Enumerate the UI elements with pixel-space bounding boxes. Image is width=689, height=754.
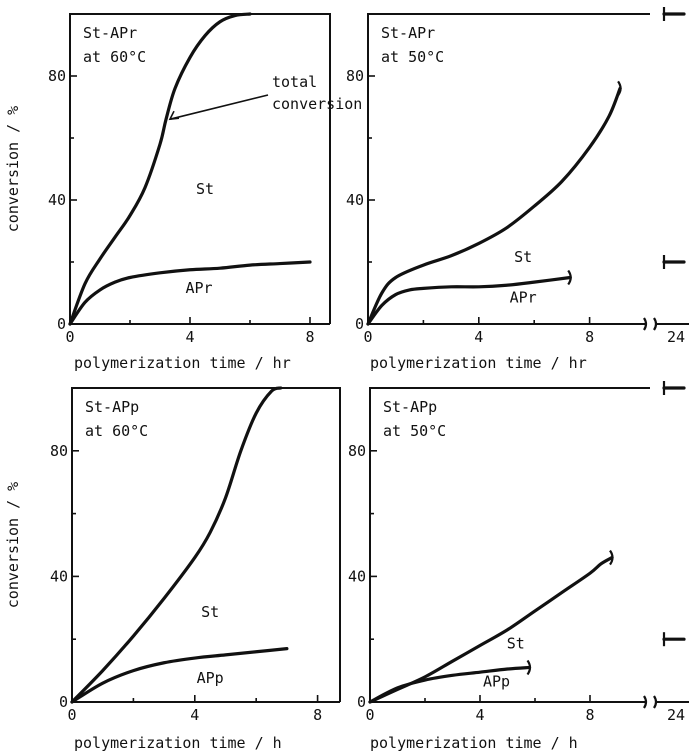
series-break-mark <box>617 80 622 97</box>
annotation-arrow <box>169 94 269 120</box>
panel-label-line: at 50°C <box>383 422 446 440</box>
annotation-line: total <box>272 73 317 91</box>
series-label-apr: APr <box>510 288 537 306</box>
x-tick-label: 8 <box>313 706 322 724</box>
x-tick-label: 4 <box>474 328 483 346</box>
x-tick-label: 0 <box>365 706 374 724</box>
y-tick-label: 40 <box>346 191 364 209</box>
x-tick-label: 4 <box>185 328 194 346</box>
y-tick-label: 40 <box>50 567 68 585</box>
x-tick-label: 0 <box>363 328 372 346</box>
y-tick-label: 0 <box>357 693 366 711</box>
series-line-apr <box>366 275 572 326</box>
panel-label-line: St-APr <box>381 24 435 42</box>
x-tick-label-24: 24 <box>667 328 685 346</box>
y-tick-label: 80 <box>348 442 366 460</box>
panel-label-line: St-APr <box>83 24 137 42</box>
x-axis-label: polymerization time / h <box>370 734 578 752</box>
x-tick-label: 0 <box>65 328 74 346</box>
panel-label-line: at 60°C <box>85 422 148 440</box>
y-tick-label: 0 <box>59 693 68 711</box>
y-tick-label: 40 <box>348 567 366 585</box>
series-line-st <box>70 386 283 704</box>
series-label-apr: APr <box>185 279 212 297</box>
axis-break-mark <box>643 695 648 709</box>
x-tick-label: 8 <box>305 328 314 346</box>
series-break-mark <box>526 659 532 676</box>
series-label-st: St <box>196 180 214 198</box>
annotation-line: conversion <box>272 95 362 113</box>
series-label-st: St <box>201 603 219 621</box>
x-tick-label: 8 <box>585 706 594 724</box>
x-tick-label-24: 24 <box>667 706 685 724</box>
y-axis-label: conversion / % <box>4 482 22 608</box>
panel-label-line: St-APp <box>85 398 139 416</box>
axis-break-mark <box>653 695 658 709</box>
panel-label-line: at 50°C <box>381 48 444 66</box>
series-line-st <box>68 12 252 326</box>
axes-frame <box>369 387 650 703</box>
series-label-app: APp <box>483 672 510 690</box>
series-line-apr <box>68 260 312 326</box>
panel-label-line: St-APp <box>383 398 437 416</box>
y-tick-label: 80 <box>48 67 66 85</box>
x-tick-label: 0 <box>67 706 76 724</box>
series-break-mark <box>567 269 572 286</box>
axes-frame <box>71 387 341 703</box>
x-tick-label: 4 <box>475 706 484 724</box>
axis-break-mark <box>643 317 648 331</box>
series-label-st: St <box>507 635 525 653</box>
series-label-app: APp <box>197 669 224 687</box>
y-tick-label: 80 <box>50 442 68 460</box>
y-tick-label: 0 <box>57 315 66 333</box>
x-axis-label: polymerization time / hr <box>74 354 291 372</box>
series-line-st <box>366 86 622 326</box>
y-tick-label: 40 <box>48 191 66 209</box>
x-axis-label: polymerization time / h <box>74 734 282 752</box>
annotation-arrowhead <box>168 110 180 121</box>
x-tick-label: 8 <box>585 328 594 346</box>
y-axis-label: conversion / % <box>4 106 22 232</box>
series-label-st: St <box>514 248 532 266</box>
axis-break-mark <box>653 317 658 331</box>
y-tick-label: 0 <box>355 315 364 333</box>
x-tick-label: 4 <box>190 706 199 724</box>
panel-label-line: at 60°C <box>83 48 146 66</box>
y-tick-label: 80 <box>346 67 364 85</box>
axes-frame <box>367 13 650 325</box>
series-break-mark <box>609 549 614 566</box>
series-line-app <box>70 647 289 704</box>
series-line-app <box>368 665 532 704</box>
x-axis-label: polymerization time / hr <box>370 354 587 372</box>
axes-frame <box>69 13 331 325</box>
